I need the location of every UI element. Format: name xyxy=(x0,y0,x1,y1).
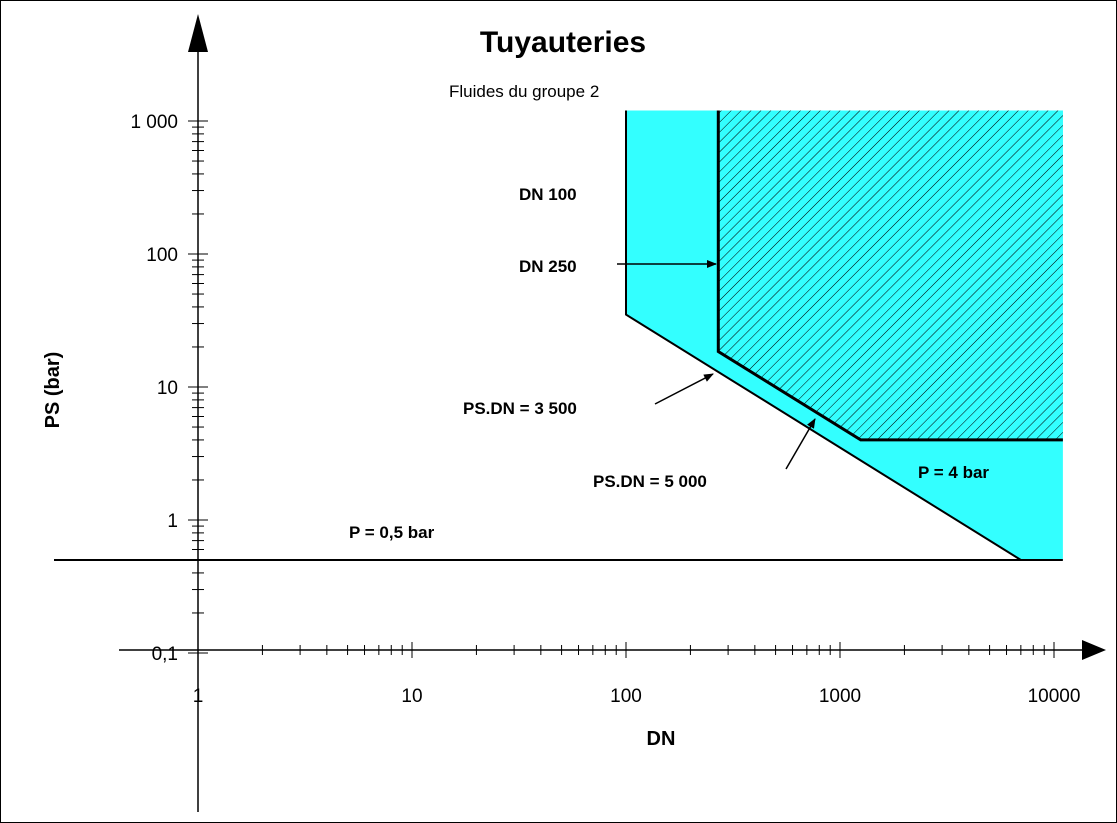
annotation-dn250: DN 250 xyxy=(519,257,577,276)
annotation-ps5000: PS.DN = 5 000 xyxy=(593,472,707,491)
dn100-boundary-line xyxy=(625,110,1022,561)
ps5000-pointer-arrow xyxy=(785,418,816,470)
annotation-p05: P = 0,5 bar xyxy=(349,523,435,542)
y-tick-label: 10 xyxy=(157,378,178,399)
y-tick-label: 1 xyxy=(167,511,178,532)
y-axis-arrow-icon xyxy=(188,14,208,52)
x-tick-label: 1000 xyxy=(819,686,861,707)
x-axis-label: DN xyxy=(647,728,676,750)
annotation-dn100: DN 100 xyxy=(519,185,577,204)
x-tick-label: 10000 xyxy=(1028,686,1081,707)
x-tick-label: 10 xyxy=(401,686,422,707)
x-axis-ticks xyxy=(197,642,1055,658)
y-tick-label: 100 xyxy=(146,245,178,266)
y-tick-label: 0,1 xyxy=(152,644,178,665)
y-axis-label: PS (bar) xyxy=(42,352,64,429)
hatched-region xyxy=(718,110,1063,440)
x-tick-label: 100 xyxy=(610,686,642,707)
x-tick-label: 1 xyxy=(193,686,204,707)
y-axis-ticks xyxy=(188,120,208,654)
x-axis-arrow-icon xyxy=(1082,640,1106,660)
chart-subtitle: Fluides du groupe 2 xyxy=(449,82,599,101)
ps3500-pointer-arrow xyxy=(654,373,714,405)
annotation-ps3500: PS.DN = 3 500 xyxy=(463,399,577,418)
y-tick-label: 1 000 xyxy=(130,112,178,133)
dn250-boundary-line xyxy=(716,110,1063,442)
chart-title: Tuyauteries xyxy=(480,26,646,59)
x-axis-tick-labels: 1 10 100 1000 10000 xyxy=(193,686,1081,707)
y-axis-tick-labels: 0,1 1 10 100 1 000 xyxy=(130,112,178,665)
annotation-p4: P = 4 bar xyxy=(918,463,989,482)
